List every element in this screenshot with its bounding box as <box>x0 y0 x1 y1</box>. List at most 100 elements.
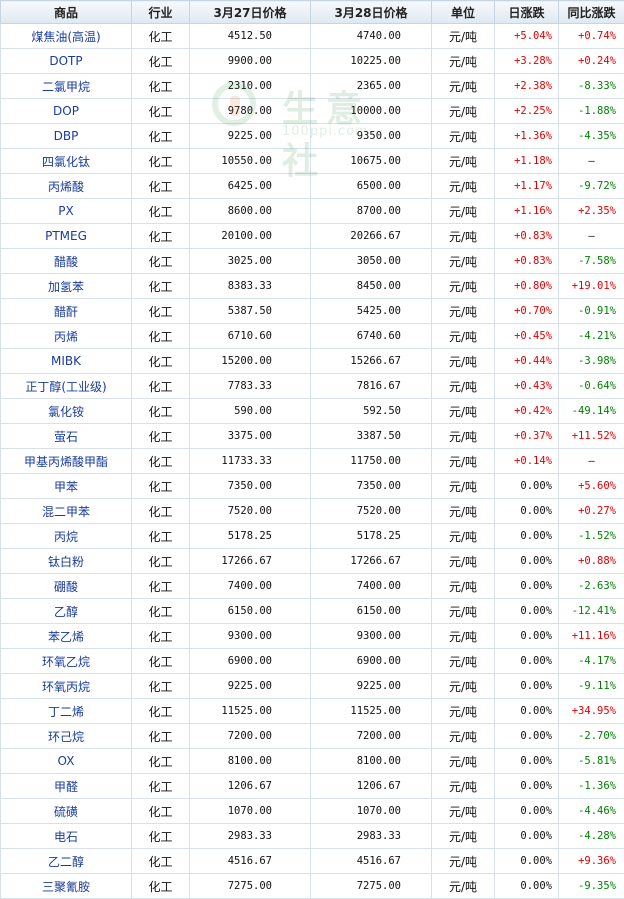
price-day2-cell: 6500.00 <box>310 173 432 199</box>
daily-change-cell: 0.00% <box>494 723 559 749</box>
daily-change-cell: 0.00% <box>494 698 559 724</box>
industry-cell: 化工 <box>131 223 190 249</box>
yoy-change-cell: -2.70% <box>558 723 624 749</box>
industry-cell: 化工 <box>131 673 190 699</box>
price-day2-cell: 7350.00 <box>310 473 432 499</box>
table-row: 乙醇 化工 6150.00 6150.00 元/吨 0.00% -12.41% <box>0 598 624 624</box>
commodity-name[interactable]: 硫磺 <box>0 798 132 824</box>
commodity-name[interactable]: PTMEG <box>0 223 132 249</box>
commodity-name[interactable]: 萤石 <box>0 423 132 449</box>
industry-cell: 化工 <box>131 98 190 124</box>
commodity-name[interactable]: 乙醇 <box>0 598 132 624</box>
commodity-name[interactable]: 正丁醇(工业级) <box>0 373 132 399</box>
price-day1-cell: 1206.67 <box>189 773 311 799</box>
price-day1-cell: 3375.00 <box>189 423 311 449</box>
daily-change-cell: 0.00% <box>494 748 559 774</box>
daily-change-cell: 0.00% <box>494 873 559 899</box>
unit-cell: 元/吨 <box>431 823 495 849</box>
commodity-name[interactable]: 煤焦油(高温) <box>0 23 132 49</box>
commodity-name[interactable]: 环氧乙烷 <box>0 648 132 674</box>
unit-cell: 元/吨 <box>431 198 495 224</box>
daily-change-cell: 0.00% <box>494 573 559 599</box>
price-day2-cell: 592.50 <box>310 398 432 424</box>
header-price-1: 3月27日价格 <box>189 0 311 24</box>
header-unit: 单位 <box>431 0 495 24</box>
unit-cell: 元/吨 <box>431 173 495 199</box>
table-row: 苯乙烯 化工 9300.00 9300.00 元/吨 0.00% +11.16% <box>0 623 624 649</box>
commodity-name[interactable]: 苯乙烯 <box>0 623 132 649</box>
commodity-name[interactable]: 氯化铵 <box>0 398 132 424</box>
unit-cell: 元/吨 <box>431 548 495 574</box>
industry-cell: 化工 <box>131 198 190 224</box>
table-row: DBP 化工 9225.00 9350.00 元/吨 +1.36% -4.35% <box>0 123 624 149</box>
commodity-name[interactable]: 硼酸 <box>0 573 132 599</box>
commodity-name[interactable]: 丙烯酸 <box>0 173 132 199</box>
price-day1-cell: 8100.00 <box>189 748 311 774</box>
price-day1-cell: 7783.33 <box>189 373 311 399</box>
commodity-name[interactable]: 甲基丙烯酸甲酯 <box>0 448 132 474</box>
daily-change-cell: +2.25% <box>494 98 559 124</box>
yoy-change-cell: -0.64% <box>558 373 624 399</box>
unit-cell: 元/吨 <box>431 323 495 349</box>
yoy-change-cell: +9.36% <box>558 848 624 874</box>
industry-cell: 化工 <box>131 798 190 824</box>
yoy-change-cell: +0.24% <box>558 48 624 74</box>
price-day2-cell: 6740.60 <box>310 323 432 349</box>
commodity-name[interactable]: DBP <box>0 123 132 149</box>
unit-cell: 元/吨 <box>431 673 495 699</box>
industry-cell: 化工 <box>131 848 190 874</box>
commodity-name[interactable]: MIBK <box>0 348 132 374</box>
unit-cell: 元/吨 <box>431 298 495 324</box>
commodity-name[interactable]: 钛白粉 <box>0 548 132 574</box>
header-price-2: 3月28日价格 <box>310 0 432 24</box>
price-day1-cell: 11525.00 <box>189 698 311 724</box>
commodity-name[interactable]: 醋酐 <box>0 298 132 324</box>
commodity-name[interactable]: 环己烷 <box>0 723 132 749</box>
industry-cell: 化工 <box>131 723 190 749</box>
industry-cell: 化工 <box>131 248 190 274</box>
commodity-name[interactable]: OX <box>0 748 132 774</box>
price-day1-cell: 6150.00 <box>189 598 311 624</box>
commodity-name[interactable]: DOP <box>0 98 132 124</box>
commodity-name[interactable]: 乙二醇 <box>0 848 132 874</box>
industry-cell: 化工 <box>131 548 190 574</box>
yoy-change-cell: -12.41% <box>558 598 624 624</box>
commodity-name[interactable]: 甲醛 <box>0 773 132 799</box>
commodity-name[interactable]: 三聚氰胺 <box>0 873 132 899</box>
commodity-name[interactable]: 甲苯 <box>0 473 132 499</box>
table-header-row: 商品 行业 3月27日价格 3月28日价格 单位 日涨跌 同比涨跌 <box>0 0 624 24</box>
daily-change-cell: +0.80% <box>494 273 559 299</box>
price-day2-cell: 9225.00 <box>310 673 432 699</box>
price-day1-cell: 7275.00 <box>189 873 311 899</box>
daily-change-cell: +0.14% <box>494 448 559 474</box>
unit-cell: 元/吨 <box>431 73 495 99</box>
daily-change-cell: +3.28% <box>494 48 559 74</box>
commodity-name[interactable]: 环氧丙烷 <box>0 673 132 699</box>
price-day1-cell: 7350.00 <box>189 473 311 499</box>
daily-change-cell: +2.38% <box>494 73 559 99</box>
commodity-name[interactable]: 电石 <box>0 823 132 849</box>
commodity-name[interactable]: 混二甲苯 <box>0 498 132 524</box>
commodity-name[interactable]: 加氢苯 <box>0 273 132 299</box>
commodity-name[interactable]: 丁二烯 <box>0 698 132 724</box>
commodity-name[interactable]: 醋酸 <box>0 248 132 274</box>
price-day2-cell: 9350.00 <box>310 123 432 149</box>
daily-change-cell: +0.83% <box>494 223 559 249</box>
daily-change-cell: 0.00% <box>494 498 559 524</box>
commodity-name[interactable]: 二氯甲烷 <box>0 73 132 99</box>
yoy-change-cell: -4.21% <box>558 323 624 349</box>
industry-cell: 化工 <box>131 148 190 174</box>
yoy-change-cell: -9.72% <box>558 173 624 199</box>
unit-cell: 元/吨 <box>431 748 495 774</box>
unit-cell: 元/吨 <box>431 223 495 249</box>
commodity-name[interactable]: 四氯化钛 <box>0 148 132 174</box>
daily-change-cell: +1.17% <box>494 173 559 199</box>
daily-change-cell: 0.00% <box>494 848 559 874</box>
commodity-name[interactable]: 丙烷 <box>0 523 132 549</box>
industry-cell: 化工 <box>131 498 190 524</box>
commodity-name[interactable]: PX <box>0 198 132 224</box>
price-day2-cell: 11525.00 <box>310 698 432 724</box>
commodity-name[interactable]: DOTP <box>0 48 132 74</box>
commodity-name[interactable]: 丙烯 <box>0 323 132 349</box>
price-day1-cell: 11733.33 <box>189 448 311 474</box>
